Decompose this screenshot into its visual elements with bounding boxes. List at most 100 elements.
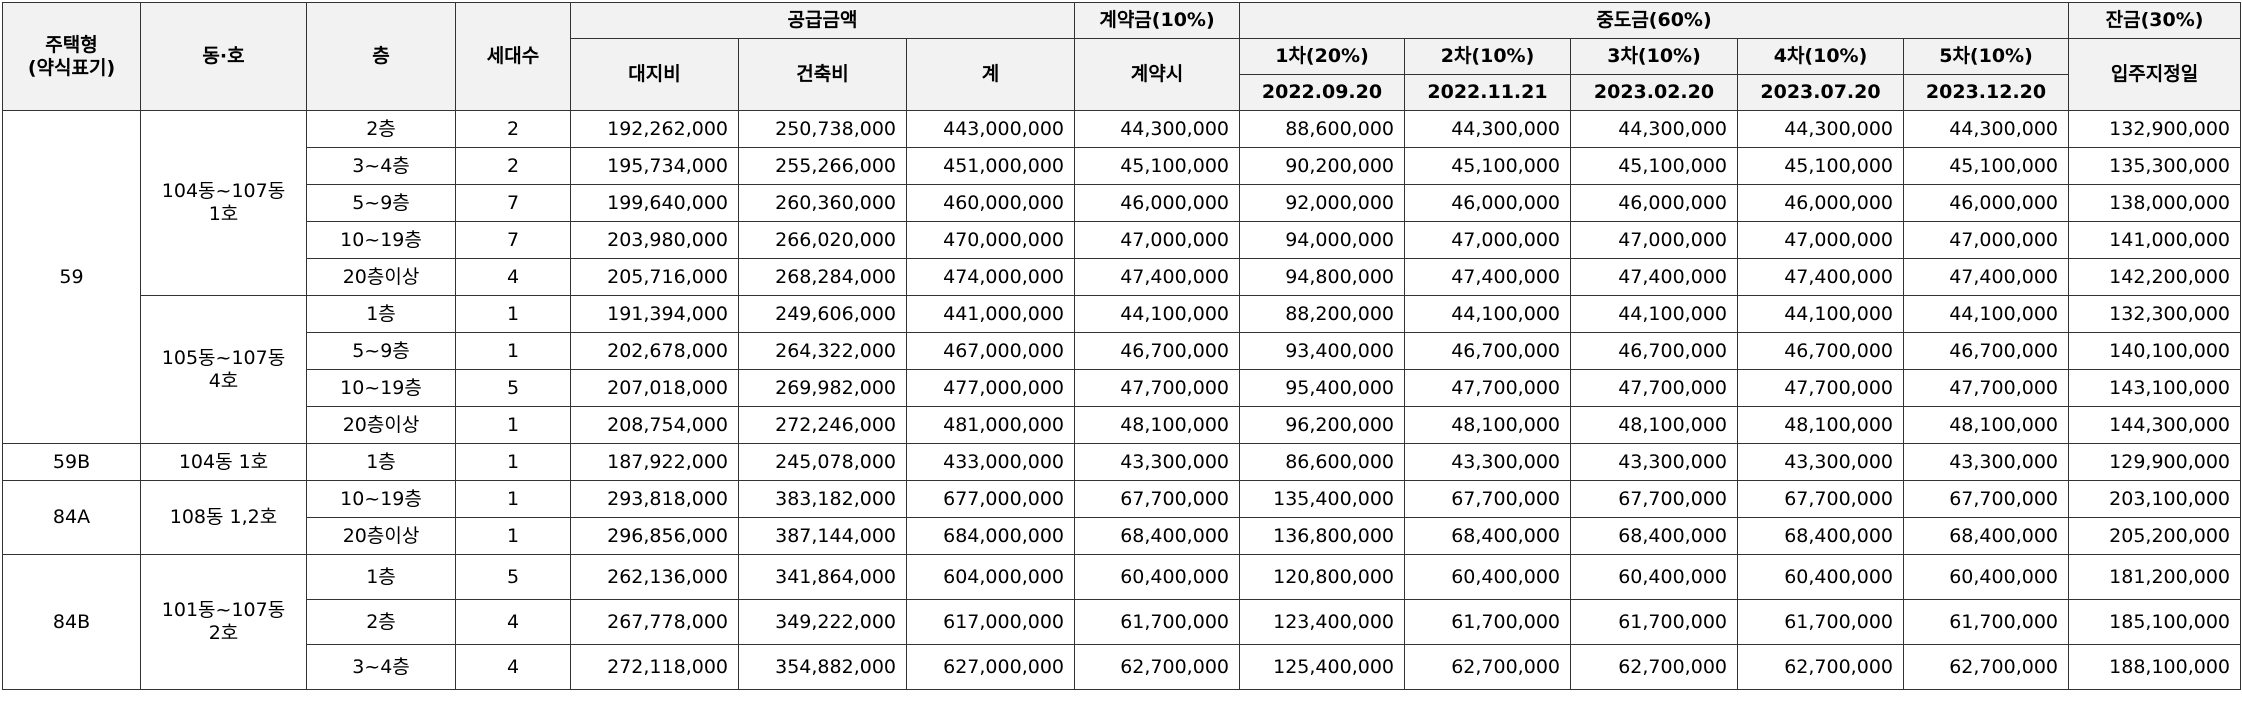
header-m2-date: 2022.11.21: [1404, 74, 1571, 111]
cell-m4: 62,700,000: [1737, 644, 1904, 690]
cell-balance: 132,900,000: [2068, 110, 2242, 148]
cell-m3: 62,700,000: [1570, 644, 1738, 690]
cell-land: 293,818,000: [570, 480, 739, 518]
cell-floor: 1층: [306, 295, 456, 333]
cell-land: 203,980,000: [570, 221, 739, 259]
cell-deposit: 44,100,000: [1074, 295, 1240, 333]
cell-deposit: 47,400,000: [1074, 258, 1240, 296]
cell-m2: 47,000,000: [1404, 221, 1571, 259]
cell-units: 4: [455, 599, 571, 645]
cell-land: 191,394,000: [570, 295, 739, 333]
cell-land: 272,118,000: [570, 644, 739, 690]
table-row: 3~4층 2 195,734,000 255,266,000 451,000,000 45…: [3, 147, 2242, 185]
cell-balance: 144,300,000: [2068, 406, 2242, 444]
cell-units: 7: [455, 184, 571, 222]
cell-balance: 132,300,000: [2068, 295, 2242, 333]
header-balance: 입주지정일: [2068, 38, 2242, 111]
cell-m3: 44,300,000: [1570, 110, 1738, 148]
cell-m5: 46,700,000: [1902, 332, 2070, 370]
cell-m3: 47,000,000: [1570, 221, 1738, 259]
cell-total: 474,000,000: [906, 258, 1075, 296]
cell-m1: 93,400,000: [1239, 332, 1405, 370]
cell-m5: 44,100,000: [1902, 295, 2070, 333]
cell-total: 433,000,000: [906, 443, 1075, 481]
cell-build: 260,360,000: [738, 184, 907, 222]
table-row: 2층 4 267,778,000 349,222,000 617,000,000 61,7…: [3, 599, 2242, 645]
header-total: 계: [906, 38, 1075, 111]
cell-m5: 48,100,000: [1902, 406, 2070, 444]
cell-type: 59B: [2, 443, 141, 481]
cell-m5: 68,400,000: [1902, 517, 2070, 555]
cell-m5: 47,000,000: [1902, 221, 2070, 259]
header-balance-group: 잔금(30%): [2068, 2, 2242, 39]
cell-m4: 44,100,000: [1737, 295, 1904, 333]
table-row: 20층이상 4 205,716,000 268,284,000 474,000,000 4…: [3, 258, 2242, 296]
cell-floor: 1층: [306, 443, 456, 481]
cell-m4: 48,100,000: [1737, 406, 1904, 444]
cell-balance: 188,100,000: [2068, 644, 2242, 690]
cell-m5: 62,700,000: [1902, 644, 2070, 690]
cell-m1: 120,800,000: [1239, 554, 1405, 600]
header-type: 주택형 (약식표기): [2, 2, 141, 111]
cell-dong: 105동~107동 4호: [140, 295, 307, 444]
header-m3: 3차(10%): [1570, 38, 1738, 75]
cell-deposit: 46,000,000: [1074, 184, 1240, 222]
cell-m4: 47,000,000: [1737, 221, 1904, 259]
cell-type: 59: [2, 110, 141, 444]
cell-m1: 136,800,000: [1239, 517, 1405, 555]
cell-floor: 20층이상: [306, 517, 456, 555]
cell-total: 604,000,000: [906, 554, 1075, 600]
header-supply: 공급금액: [570, 2, 1075, 39]
cell-m2: 46,700,000: [1404, 332, 1571, 370]
cell-build: 255,266,000: [738, 147, 907, 185]
header-build: 건축비: [738, 38, 907, 111]
cell-land: 202,678,000: [570, 332, 739, 370]
cell-deposit: 48,100,000: [1074, 406, 1240, 444]
cell-deposit: 44,300,000: [1074, 110, 1240, 148]
cell-balance: 181,200,000: [2068, 554, 2242, 600]
cell-total: 684,000,000: [906, 517, 1075, 555]
cell-m1: 90,200,000: [1239, 147, 1405, 185]
cell-land: 267,778,000: [570, 599, 739, 645]
cell-total: 627,000,000: [906, 644, 1075, 690]
cell-total: 467,000,000: [906, 332, 1075, 370]
cell-balance: 205,200,000: [2068, 517, 2242, 555]
table-row: 20층이상 1 296,856,000 387,144,000 684,000,000 6…: [3, 517, 2242, 555]
table-row: 5~9층 1 202,678,000 264,322,000 467,000,000 46…: [3, 332, 2242, 370]
cell-build: 269,982,000: [738, 369, 907, 407]
cell-m4: 46,700,000: [1737, 332, 1904, 370]
cell-land: 187,922,000: [570, 443, 739, 481]
cell-m3: 46,000,000: [1570, 184, 1738, 222]
cell-balance: 203,100,000: [2068, 480, 2242, 518]
cell-balance: 138,000,000: [2068, 184, 2242, 222]
cell-m1: 86,600,000: [1239, 443, 1405, 481]
cell-m4: 67,700,000: [1737, 480, 1904, 518]
cell-m2: 61,700,000: [1404, 599, 1571, 645]
cell-units: 1: [455, 480, 571, 518]
cell-m4: 45,100,000: [1737, 147, 1904, 185]
cell-deposit: 46,700,000: [1074, 332, 1240, 370]
cell-m4: 61,700,000: [1737, 599, 1904, 645]
cell-land: 195,734,000: [570, 147, 739, 185]
cell-dong: 104동~107동 1호: [140, 110, 307, 296]
cell-m2: 62,700,000: [1404, 644, 1571, 690]
cell-land: 199,640,000: [570, 184, 739, 222]
cell-floor: 20층이상: [306, 406, 456, 444]
cell-m3: 61,700,000: [1570, 599, 1738, 645]
cell-m4: 68,400,000: [1737, 517, 1904, 555]
price-table: 주택형 (약식표기) 동·호 층 세대수 공급금액 계약금(10%) 중도금(6…: [2, 2, 2242, 690]
cell-m4: 43,300,000: [1737, 443, 1904, 481]
cell-type: 84B: [2, 554, 141, 690]
cell-m1: 125,400,000: [1239, 644, 1405, 690]
cell-m5: 47,700,000: [1902, 369, 2070, 407]
header-land: 대지비: [570, 38, 739, 111]
cell-total: 460,000,000: [906, 184, 1075, 222]
table-header: 주택형 (약식표기) 동·호 층 세대수 공급금액 계약금(10%) 중도금(6…: [2, 2, 2242, 111]
cell-m3: 48,100,000: [1570, 406, 1738, 444]
cell-m2: 45,100,000: [1404, 147, 1571, 185]
cell-m5: 46,000,000: [1902, 184, 2070, 222]
cell-m3: 47,400,000: [1570, 258, 1738, 296]
cell-m2: 43,300,000: [1404, 443, 1571, 481]
table-row: 20층이상 1 208,754,000 272,246,000 481,000,000 4…: [3, 406, 2242, 444]
cell-m1: 88,600,000: [1239, 110, 1405, 148]
